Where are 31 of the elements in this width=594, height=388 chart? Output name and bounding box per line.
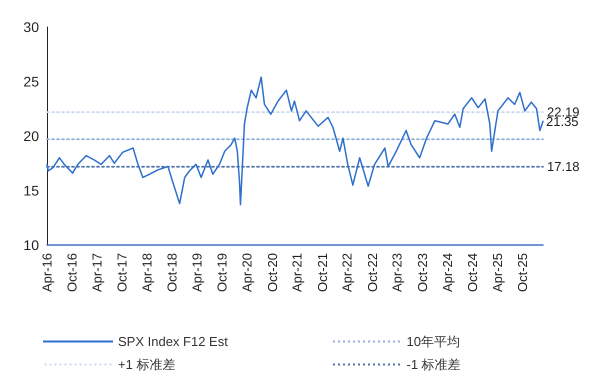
x-tick-label: Apr-22 xyxy=(340,253,355,292)
x-tick-label: Apr-20 xyxy=(240,253,255,292)
x-tick-label: Apr-18 xyxy=(140,253,155,292)
x-tick-label: Apr-24 xyxy=(440,253,455,292)
legend-label: 10年平均 xyxy=(406,334,460,349)
x-tick-label: Apr-23 xyxy=(390,253,405,292)
x-tick-label: Oct-17 xyxy=(114,253,130,292)
y-tick-label: 30 xyxy=(23,19,40,35)
legend-label: SPX Index F12 Est xyxy=(118,334,228,349)
data-label: 17.18 xyxy=(547,159,580,174)
x-tick-label: Oct-19 xyxy=(214,253,230,292)
legend-label: +1 标准差 xyxy=(118,357,176,372)
x-tick-label: Apr-19 xyxy=(190,253,205,292)
x-tick-label: Oct-22 xyxy=(364,253,380,292)
x-tick-label: Oct-23 xyxy=(414,253,430,292)
x-tick-label: Apr-25 xyxy=(490,253,505,292)
line-series xyxy=(46,76,544,206)
x-tick-label: Apr-16 xyxy=(40,253,54,292)
x-tick-label: Apr-21 xyxy=(290,253,305,292)
legend-label: -1 标准差 xyxy=(406,357,461,372)
x-tick-label: Oct-18 xyxy=(164,253,180,292)
y-tick-label: 25 xyxy=(23,74,40,90)
x-tick-label: Oct-16 xyxy=(64,253,80,292)
x-tick-label: Oct-20 xyxy=(264,253,280,292)
y-tick-label: 20 xyxy=(23,128,40,144)
x-tick-label: Apr-17 xyxy=(90,253,105,292)
x-tick-label: Oct-24 xyxy=(464,253,480,292)
y-tick-label: 10 xyxy=(23,237,40,253)
x-tick-label: Oct-21 xyxy=(314,253,330,292)
y-tick-label: 15 xyxy=(23,182,40,198)
x-tick-label: Oct-25 xyxy=(514,253,530,292)
